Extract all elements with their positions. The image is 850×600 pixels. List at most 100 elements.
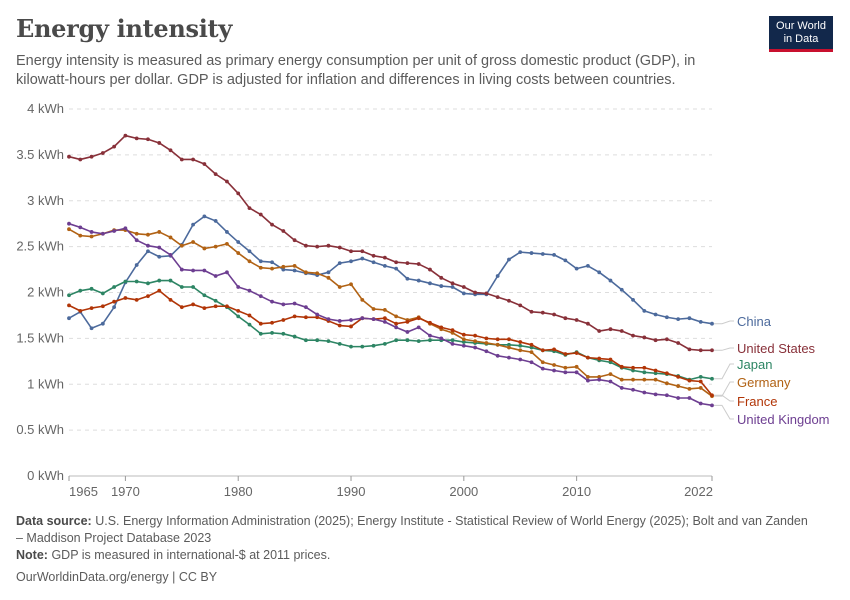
data-point [337, 319, 342, 323]
data-point [676, 375, 681, 379]
data-point [168, 297, 173, 302]
data-point [619, 287, 624, 292]
data-point [439, 275, 444, 280]
data-point [653, 392, 658, 397]
data-point [112, 229, 117, 233]
data-point [168, 278, 173, 283]
data-point [687, 396, 692, 400]
data-point [157, 141, 162, 145]
data-point [461, 291, 466, 296]
data-point [270, 222, 274, 227]
series-label-china[interactable]: China [737, 314, 772, 329]
series-label-germany[interactable]: Germany [737, 375, 791, 390]
data-point [349, 344, 353, 349]
data-point [473, 339, 478, 344]
series-line-germany[interactable] [68, 228, 713, 397]
data-point [89, 154, 94, 159]
data-point [146, 243, 150, 248]
data-point [292, 301, 297, 306]
owid-energy-link[interactable]: OurWorldinData.org/energy [16, 570, 169, 584]
data-point [631, 297, 635, 302]
data-point [586, 321, 590, 326]
series-line-united-states[interactable] [68, 134, 712, 352]
data-point [619, 329, 624, 333]
data-point [405, 319, 410, 324]
data-point [292, 263, 297, 268]
data-point [484, 341, 489, 345]
data-point [315, 271, 320, 276]
x-tick-label: 2022 [684, 484, 713, 499]
series-label-france[interactable]: France [737, 394, 777, 409]
y-axis-ticks: 0 kWh 0.5 kWh 1 kWh 1.5 kWh 2 kWh 2.5 kWh 3 kW… [16, 101, 64, 483]
data-point [631, 333, 635, 338]
series-line-japan[interactable] [68, 279, 713, 381]
data-point [371, 317, 376, 322]
data-point [337, 245, 342, 250]
data-point [416, 278, 421, 283]
data-point [258, 259, 263, 264]
data-point [67, 227, 71, 232]
data-point [382, 308, 387, 312]
data-point [213, 298, 218, 303]
series-label-united-states[interactable]: United States [737, 341, 816, 356]
data-point [529, 345, 534, 350]
data-point [450, 285, 455, 289]
data-point [495, 342, 500, 347]
data-point [292, 238, 297, 243]
data-point [619, 386, 624, 390]
data-point [642, 370, 647, 375]
data-point [281, 331, 286, 336]
chart-title: Energy intensity [16, 14, 232, 43]
data-point [552, 347, 556, 352]
data-point [484, 349, 489, 354]
data-point [371, 260, 376, 265]
data-point [518, 357, 523, 362]
data-point [664, 381, 669, 386]
data-point [202, 268, 207, 273]
data-point [461, 337, 466, 342]
data-point [157, 278, 162, 283]
data-point [303, 338, 308, 343]
data-point [653, 377, 658, 382]
data-point [642, 377, 647, 382]
data-point [112, 285, 117, 289]
series-line-united-kingdom[interactable] [68, 222, 713, 407]
data-point [394, 321, 399, 326]
data-point [518, 343, 523, 348]
series-label-japan[interactable]: Japan [737, 357, 772, 372]
data-point [428, 333, 432, 338]
data-point [123, 279, 128, 284]
data-point [484, 291, 489, 296]
x-tick-label: 2000 [449, 484, 478, 499]
y-tick-label: 3.5 kWh [16, 147, 64, 162]
data-point [710, 348, 714, 353]
data-point [134, 263, 139, 267]
data-point [529, 350, 534, 355]
data-point [642, 335, 647, 340]
data-point [78, 157, 83, 162]
data-point [179, 285, 184, 289]
data-point [270, 299, 274, 304]
data-point [631, 365, 635, 370]
data-point [371, 307, 376, 311]
data-point [258, 321, 263, 326]
series-label-united-kingdom[interactable]: United Kingdom [737, 412, 830, 427]
data-point [642, 365, 647, 370]
data-point [461, 332, 466, 337]
data-point [428, 320, 432, 325]
label-connector [714, 347, 734, 351]
y-tick-label: 2.5 kWh [16, 239, 64, 254]
data-point [191, 240, 195, 244]
data-point [563, 352, 568, 356]
data-point [382, 316, 387, 321]
data-point [67, 316, 71, 321]
series-line-france[interactable] [68, 289, 713, 396]
owid-logo[interactable]: Our World in Data [769, 16, 833, 52]
data-point [89, 230, 94, 234]
y-tick-label: 3 kWh [27, 193, 64, 208]
series-line-china[interactable] [68, 215, 713, 330]
data-point [67, 293, 71, 298]
data-point [337, 261, 342, 266]
data-point [642, 308, 647, 313]
